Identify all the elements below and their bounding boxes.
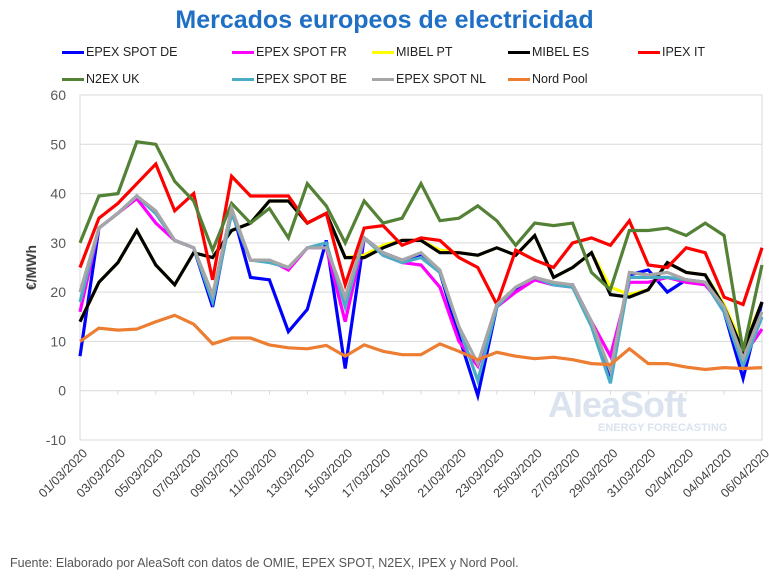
legend-item: N2EX UK xyxy=(62,72,140,86)
series-line-epex-spot-nl xyxy=(78,193,764,377)
legend-swatch xyxy=(232,77,254,81)
series-line-n2ex-uk xyxy=(78,140,764,352)
watermark-tagline: ENERGY FORECASTING xyxy=(598,422,728,434)
legend-label: N2EX UK xyxy=(86,72,140,86)
series-line-ipex-it xyxy=(78,161,764,309)
legend-swatch xyxy=(62,50,84,54)
y-tick-label: 10 xyxy=(50,333,66,349)
y-tick-label: 0 xyxy=(58,383,66,399)
legend-item: Nord Pool xyxy=(508,72,588,86)
legend-swatch xyxy=(372,77,394,81)
legend-item: MIBEL PT xyxy=(372,45,453,59)
legend-item: EPEX SPOT NL xyxy=(372,72,486,86)
y-tick-label: 50 xyxy=(50,136,66,152)
legend-label: EPEX SPOT NL xyxy=(396,72,487,86)
legend-label: EPEX SPOT FR xyxy=(256,45,347,59)
y-tick-label: -10 xyxy=(46,432,66,448)
legend-item: IPEX IT xyxy=(638,45,705,59)
legend-swatch xyxy=(508,77,530,81)
legend-swatch xyxy=(62,77,84,81)
legend-item: EPEX SPOT FR xyxy=(232,45,347,59)
y-tick-label: 30 xyxy=(50,235,66,251)
legend-swatch xyxy=(508,50,530,54)
y-axis-label: €/MWh xyxy=(23,245,39,290)
legend-label: EPEX SPOT BE xyxy=(256,72,347,86)
legend-item: MIBEL ES xyxy=(508,45,589,59)
chart-title: Mercados europeos de electricidad xyxy=(175,6,594,34)
source-note: Fuente: Elaborado por AleaSoft con datos… xyxy=(10,556,519,570)
y-tick-label: 40 xyxy=(50,186,66,202)
series-line-epex-spot-de xyxy=(78,193,764,402)
legend-item: EPEX SPOT BE xyxy=(232,72,347,86)
legend-label: MIBEL PT xyxy=(396,45,453,59)
legend-label: EPEX SPOT DE xyxy=(86,45,178,59)
legend-swatch xyxy=(638,50,660,54)
legend-label: IPEX IT xyxy=(662,45,706,59)
legend-swatch xyxy=(232,50,254,54)
legend-swatch xyxy=(372,50,394,54)
series-line-nord-pool xyxy=(79,313,763,372)
series-line-mibel-es xyxy=(78,199,764,356)
legend-label: MIBEL ES xyxy=(532,45,590,59)
legend-label: Nord Pool xyxy=(532,72,588,86)
y-tick-label: 20 xyxy=(50,284,66,300)
y-tick-label: 60 xyxy=(50,87,66,103)
legend-item: EPEX SPOT DE xyxy=(62,45,177,59)
